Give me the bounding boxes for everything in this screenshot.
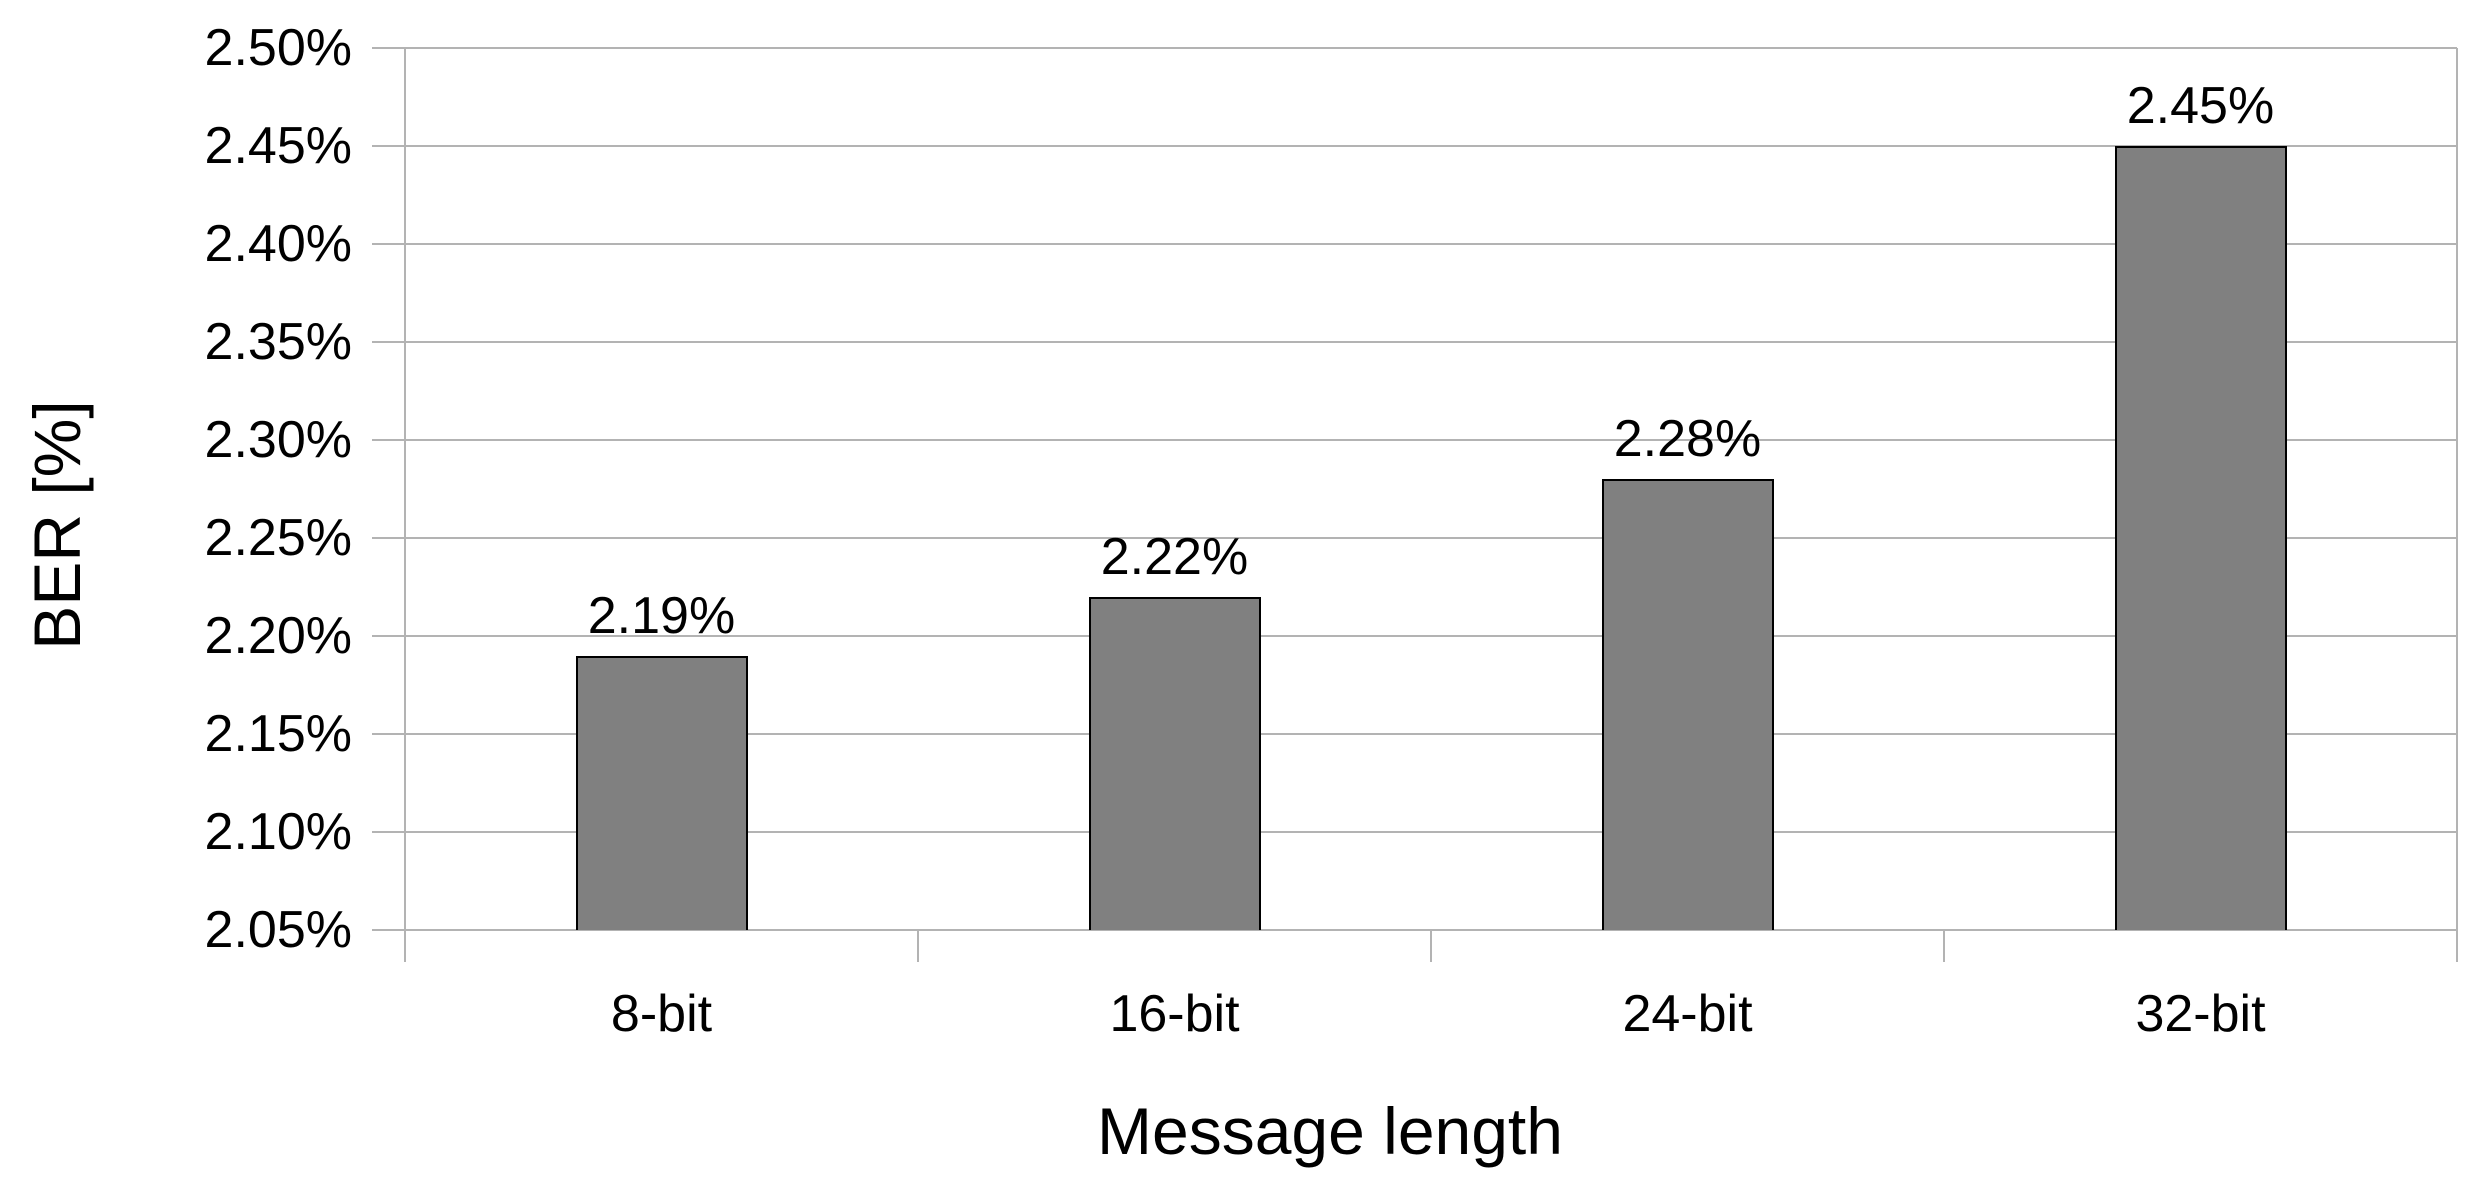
y-axis-tick <box>372 537 405 539</box>
gridline <box>405 341 2457 343</box>
gridline <box>405 243 2457 245</box>
y-tick-label: 2.50% <box>204 19 352 77</box>
y-axis-tick <box>372 243 405 245</box>
y-tick-label: 2.10% <box>204 803 352 861</box>
bar <box>1088 597 1261 930</box>
data-label: 2.22% <box>1100 528 1249 586</box>
y-axis-tick <box>372 929 405 931</box>
gridline <box>405 47 2457 49</box>
x-axis-tick <box>2456 930 2458 962</box>
x-axis-tick <box>917 930 919 962</box>
y-axis-title: BER [%] <box>20 400 94 650</box>
gridline <box>405 831 2457 833</box>
y-tick-label: 2.40% <box>204 215 352 273</box>
gridline <box>405 537 2457 539</box>
y-tick-label: 2.45% <box>204 117 352 175</box>
y-axis-line <box>404 48 406 930</box>
bar <box>1601 479 1774 930</box>
gridline <box>405 439 2457 441</box>
x-axis-tick <box>404 930 406 962</box>
bar <box>575 656 748 930</box>
gridline <box>405 733 2457 735</box>
y-tick-label: 2.20% <box>204 607 352 665</box>
x-axis-tick <box>1943 930 1945 962</box>
data-label: 2.45% <box>2126 77 2275 135</box>
y-axis-tick <box>372 47 405 49</box>
category-label: 8-bit <box>610 985 713 1043</box>
y-tick-label: 2.25% <box>204 509 352 567</box>
data-label: 2.19% <box>587 587 736 645</box>
y-tick-label: 2.30% <box>204 411 352 469</box>
y-axis-tick <box>372 733 405 735</box>
category-label: 32-bit <box>2135 985 2266 1043</box>
x-axis-title: Message length <box>1097 1094 1563 1168</box>
plot-right-border <box>2456 48 2458 930</box>
y-tick-label: 2.05% <box>204 901 352 959</box>
y-tick-label: 2.35% <box>204 313 352 371</box>
y-axis-tick <box>372 439 405 441</box>
gridline <box>405 635 2457 637</box>
y-tick-label: 2.15% <box>204 705 352 763</box>
y-axis-tick <box>372 831 405 833</box>
gridline <box>405 145 2457 147</box>
y-axis-tick <box>372 341 405 343</box>
x-axis-tick <box>1430 930 1432 962</box>
y-axis-tick <box>372 145 405 147</box>
data-label: 2.28% <box>1613 410 1762 468</box>
category-label: 16-bit <box>1109 985 1240 1043</box>
bar <box>2114 146 2287 930</box>
y-axis-tick <box>372 635 405 637</box>
category-label: 24-bit <box>1622 985 1753 1043</box>
